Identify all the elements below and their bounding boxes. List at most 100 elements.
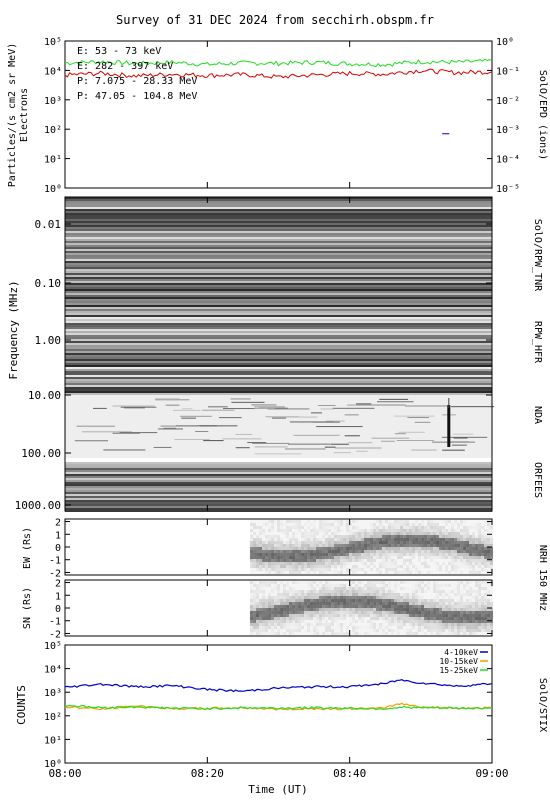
nrh-pixel (355, 541, 359, 544)
nrh-pixel (262, 602, 266, 605)
nrh-pixel (388, 620, 392, 623)
nrh-pixel (352, 605, 356, 608)
nrh-pixel (391, 629, 395, 632)
nrh-pixel (463, 520, 467, 523)
nrh-ew-ylabel: EW (Rs) (22, 527, 33, 569)
nrh-pixel (466, 629, 470, 632)
nrh-pixel (367, 544, 371, 547)
nrh-pixel (382, 520, 386, 523)
nrh-pixel (391, 526, 395, 529)
nrh-pixel (433, 535, 437, 538)
nrh-pixel (370, 541, 374, 544)
rpw-band-row (65, 319, 492, 321)
nrh-pixel (271, 602, 275, 605)
nrh-pixel (430, 544, 434, 547)
nrh-pixel (424, 547, 428, 550)
nrh-pixel (484, 556, 488, 559)
nrh-pixel (475, 593, 479, 596)
nrh-pixel (436, 568, 440, 571)
rpw-band-row (65, 207, 492, 209)
nrh-pixel (283, 523, 287, 526)
nrh-pixel (412, 596, 416, 599)
nrh-pixel (274, 620, 278, 623)
nrh-pixel (361, 541, 365, 544)
nrh-pixel (403, 593, 407, 596)
nrh-pixel (358, 568, 362, 571)
rpw-band-row (65, 323, 492, 325)
nrh-sn-ticks: 210-1-2 (49, 579, 492, 640)
nrh-pixel (268, 587, 272, 590)
rpw-band-row (65, 201, 492, 203)
nrh-pixel (274, 529, 278, 532)
nrh-pixel (433, 629, 437, 632)
nrh-pixel (412, 568, 416, 571)
nrh-pixel (436, 632, 440, 635)
nrh-pixel (274, 584, 278, 587)
nrh-pixel (295, 535, 299, 538)
nrh-pixel (343, 550, 347, 553)
nrh-pixel (277, 590, 281, 593)
nrh-pixel (415, 568, 419, 571)
nrh-pixel (454, 632, 458, 635)
nrh-pixel (388, 568, 392, 571)
nrh-pixel (400, 632, 404, 635)
nrh-pixel (256, 629, 260, 632)
nrh-pixel (424, 608, 428, 611)
nrh-pixel (478, 529, 482, 532)
nrh-pixel (376, 562, 380, 565)
nrh-pixel (481, 626, 485, 629)
nrh-pixel (358, 623, 362, 626)
nrh-pixel (433, 593, 437, 596)
nrh-pixel (430, 550, 434, 553)
nrh-pixel (265, 584, 269, 587)
nrh-pixel (445, 587, 449, 590)
nrh-pixel (382, 568, 386, 571)
nrh-pixel (268, 602, 272, 605)
nrh-pixel (259, 553, 263, 556)
nrh-pixel (301, 559, 305, 562)
nrh-pixel (376, 614, 380, 617)
nrh-pixel (349, 568, 353, 571)
nrh-pixel (475, 559, 479, 562)
nrh-pixel (364, 605, 368, 608)
nrh-pixel (274, 571, 278, 574)
nrh-pixel (394, 529, 398, 532)
nrh-pixel (331, 626, 335, 629)
nrh-pixel (373, 541, 377, 544)
nrh-pixel (268, 523, 272, 526)
nrh-pixel (436, 584, 440, 587)
nrh-pixel (325, 629, 329, 632)
nrh-pixel (490, 559, 494, 562)
nrh-pixel (463, 599, 467, 602)
nrh-pixel (454, 532, 458, 535)
nrh-pixel (397, 593, 401, 596)
nrh-pixel (391, 593, 395, 596)
nrh-pixel (256, 611, 260, 614)
nrh-pixel (382, 581, 386, 584)
nrh-pixel (460, 602, 464, 605)
nrh-pixel (340, 608, 344, 611)
nrh-pixel (280, 535, 284, 538)
nrh-pixel (460, 626, 464, 629)
rpw-band-row (65, 235, 492, 237)
nrh-pixel (295, 523, 299, 526)
nrh-pixel (286, 596, 290, 599)
nrh-pixel (325, 532, 329, 535)
nrh-pixel (325, 571, 329, 574)
nrh-pixel (259, 632, 263, 635)
nrh-pixel (376, 559, 380, 562)
nrh-pixel (433, 571, 437, 574)
nrh-pixel (340, 544, 344, 547)
nrh-pixel (460, 623, 464, 626)
nrh-pixel (262, 584, 266, 587)
nrh-pixel (400, 520, 404, 523)
nrh-pixel (415, 532, 419, 535)
nrh-pixel (316, 611, 320, 614)
nrh-pixel (286, 611, 290, 614)
nrh-pixel (457, 562, 461, 565)
nda-speckle (74, 440, 109, 442)
nrh-pixel (460, 614, 464, 617)
nrh-pixel (334, 562, 338, 565)
nrh-pixel (352, 632, 356, 635)
nrh-pixel (265, 608, 269, 611)
